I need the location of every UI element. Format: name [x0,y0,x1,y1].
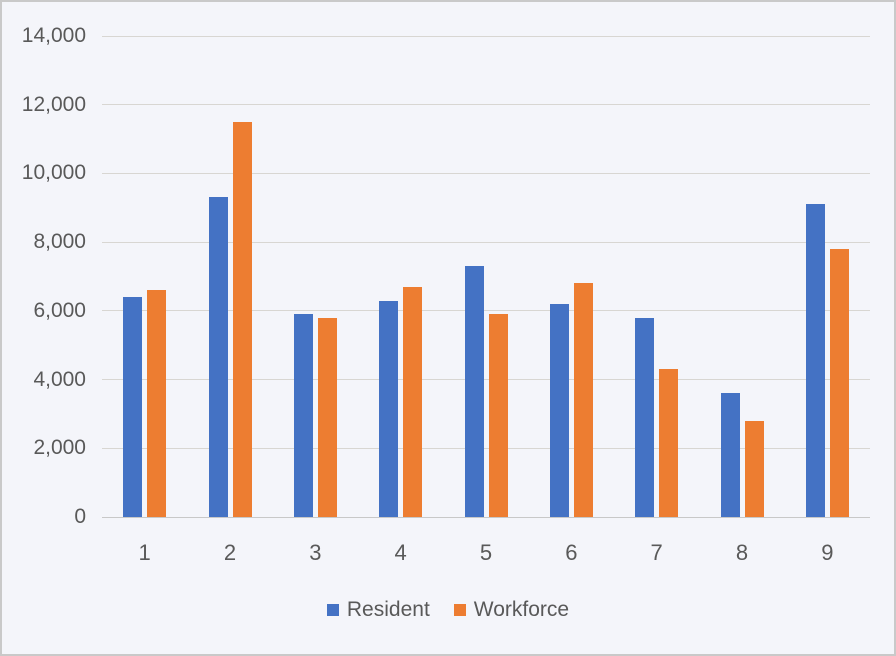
y-axis-tick-label: 10,000 [21,161,86,185]
y-axis-tick-label: 0 [74,505,86,528]
legend-item-resident: Resident [326,598,430,622]
bar-resident-2 [208,197,228,517]
bar-resident-1 [123,297,143,517]
gridline [102,104,870,106]
y-axis-tick-label: 8,000 [33,230,86,254]
x-axis-label: 7 [650,540,663,565]
legend-swatch-resident [326,604,339,616]
bar-workforce-4 [403,286,423,517]
x-axis-line [102,516,870,518]
y-axis-tick-label: 4,000 [33,367,86,391]
legend-label: Resident [346,598,430,621]
x-axis-label: 4 [394,540,407,565]
y-axis-tick-label: 2,000 [33,436,86,460]
legend-swatch-workforce [453,604,466,616]
x-axis-label: 8 [735,540,749,565]
bar-resident-8 [720,393,740,517]
y-axis-tick-label: 14,000 [21,24,86,47]
gridline [102,379,870,381]
x-axis-label: 1 [138,540,151,565]
bar-workforce-6 [573,283,593,517]
y-axis-tick-label: 6,000 [33,298,86,322]
x-axis-label: 9 [821,540,834,565]
bar-workforce-8 [744,420,764,517]
bar-resident-6 [549,303,569,517]
x-axis-label: 6 [565,540,578,565]
legend-item-workforce: Workforce [453,598,570,622]
gridline [102,447,870,449]
gridline [102,172,870,174]
bar-workforce-5 [488,314,508,517]
bar-workforce-7 [659,369,679,517]
bar-resident-5 [464,266,484,517]
bar-resident-7 [635,317,655,517]
bar-resident-3 [293,314,313,517]
legend-label: Workforce [473,598,570,621]
x-axis-label: 2 [223,540,237,565]
gridline [102,310,870,312]
bar-workforce-3 [317,317,337,517]
bar-resident-4 [379,300,399,517]
legend: Resident Workforce [2,598,894,622]
bar-workforce-1 [147,290,167,517]
y-axis-tick-label: 12,000 [21,92,86,116]
x-axis-label: 5 [479,540,493,565]
bar-resident-9 [805,204,825,517]
bar-workforce-9 [829,249,849,517]
x-axis-label: 3 [309,540,322,565]
bar-workforce-2 [232,121,252,517]
gridline [102,35,870,37]
gridline [102,241,870,243]
